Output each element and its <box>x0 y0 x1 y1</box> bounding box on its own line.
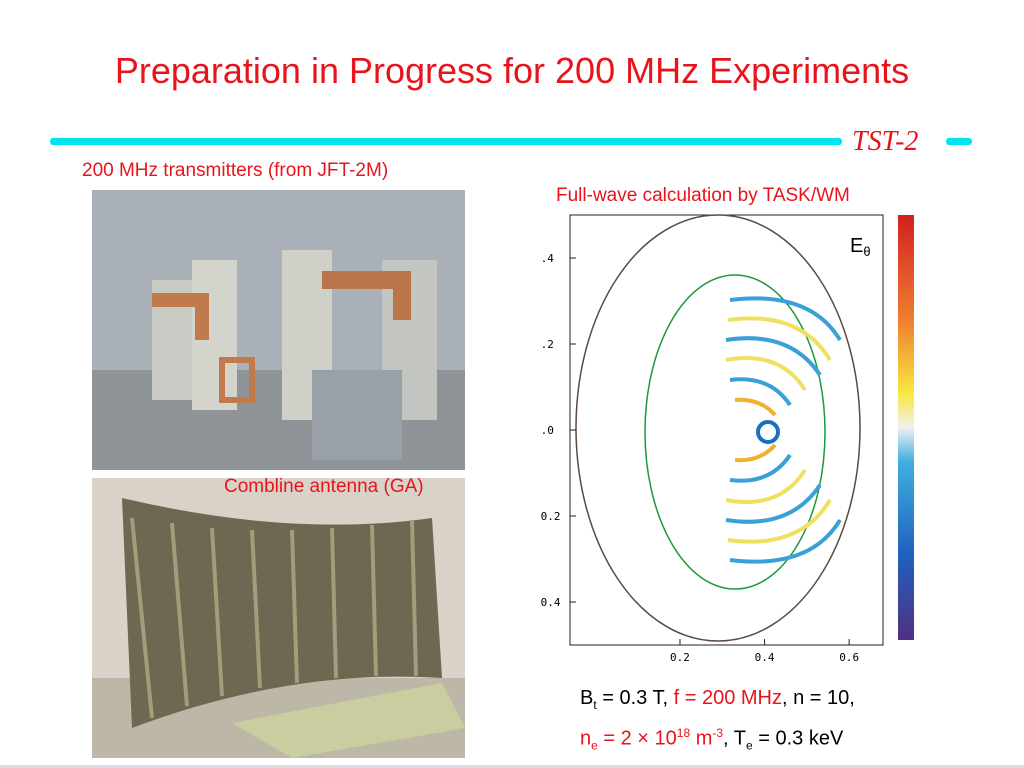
text: = 0.3 T, <box>596 687 674 709</box>
colorbar <box>898 215 914 640</box>
text: , n = 10, <box>781 687 855 709</box>
text: , T <box>723 727 746 750</box>
plasma-boundary <box>644 274 826 590</box>
x-tick-label: 0.2 <box>670 651 690 664</box>
slide-title: Preparation in Progress for 200 MHz Expe… <box>114 50 910 91</box>
wall <box>575 214 861 642</box>
text: B <box>580 687 594 709</box>
y-tick-label: 0.2 <box>540 338 554 351</box>
y-tick-label: 0.4 <box>540 252 554 265</box>
param-line: Bt = 0.3 T, f = 200 MHz, n = 10, <box>580 684 855 719</box>
x-tick-label: 0.4 <box>755 651 775 664</box>
text: e <box>746 738 753 753</box>
logo: TST-2 <box>852 126 919 157</box>
rule-bar <box>50 138 842 145</box>
wave-field <box>725 296 842 564</box>
text: = 2 × 10 <box>597 727 677 750</box>
x-tick-label: 0.6 <box>839 651 859 664</box>
y-tick-label: -0.2 <box>540 510 561 523</box>
text: t <box>593 698 597 712</box>
y-tick-label: 0.0 <box>540 424 554 437</box>
rule-bar-end <box>946 138 972 145</box>
footer-line <box>0 765 1024 768</box>
text: -3 <box>712 726 724 740</box>
text: f = 200 MHz <box>673 687 782 709</box>
parameters: Bt = 0.3 T, f = 200 MHz, n = 10, ne = 2 … <box>580 684 855 760</box>
text: n <box>580 727 592 750</box>
caption: Combline antenna (GA) <box>224 476 424 497</box>
plot: Eθ 0.4 0.2 0.0 -0.2 -0.4 0.2 0.4 0.6 <box>540 214 914 664</box>
text: m <box>690 727 713 750</box>
param-line: ne = 2 × 1018 m-3, Te = 0.3 keV <box>580 719 855 760</box>
caption: Full-wave calculation by TASK/WM <box>556 185 850 206</box>
y-tick-label: -0.4 <box>540 596 561 609</box>
text: 18 <box>676 726 691 740</box>
text: e <box>591 738 598 753</box>
field-label: Eθ <box>850 235 871 259</box>
text: = 0.3 keV <box>752 727 844 750</box>
transmitter-photo <box>92 190 465 470</box>
antenna-photo <box>92 478 465 758</box>
caption: 200 MHz transmitters (from JFT-2M) <box>82 160 389 181</box>
